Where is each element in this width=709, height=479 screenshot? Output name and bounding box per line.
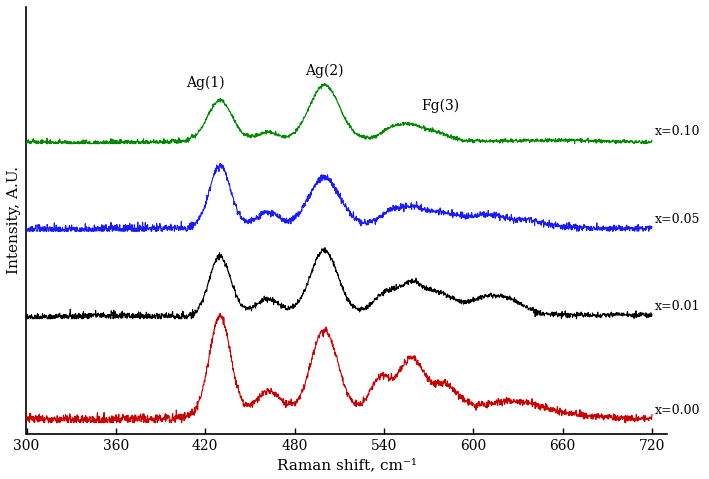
Text: Ag(1): Ag(1)	[186, 76, 225, 90]
Text: x=0.10: x=0.10	[655, 125, 700, 138]
Text: Fg(3): Fg(3)	[421, 98, 459, 113]
X-axis label: Raman shift, cm⁻¹: Raman shift, cm⁻¹	[277, 458, 417, 472]
Text: x=0.05: x=0.05	[655, 213, 700, 226]
Y-axis label: Intensity, A.U.: Intensity, A.U.	[7, 166, 21, 274]
Text: Ag(2): Ag(2)	[305, 64, 344, 78]
Text: x=0.00: x=0.00	[655, 404, 700, 417]
Text: x=0.01: x=0.01	[655, 300, 700, 313]
